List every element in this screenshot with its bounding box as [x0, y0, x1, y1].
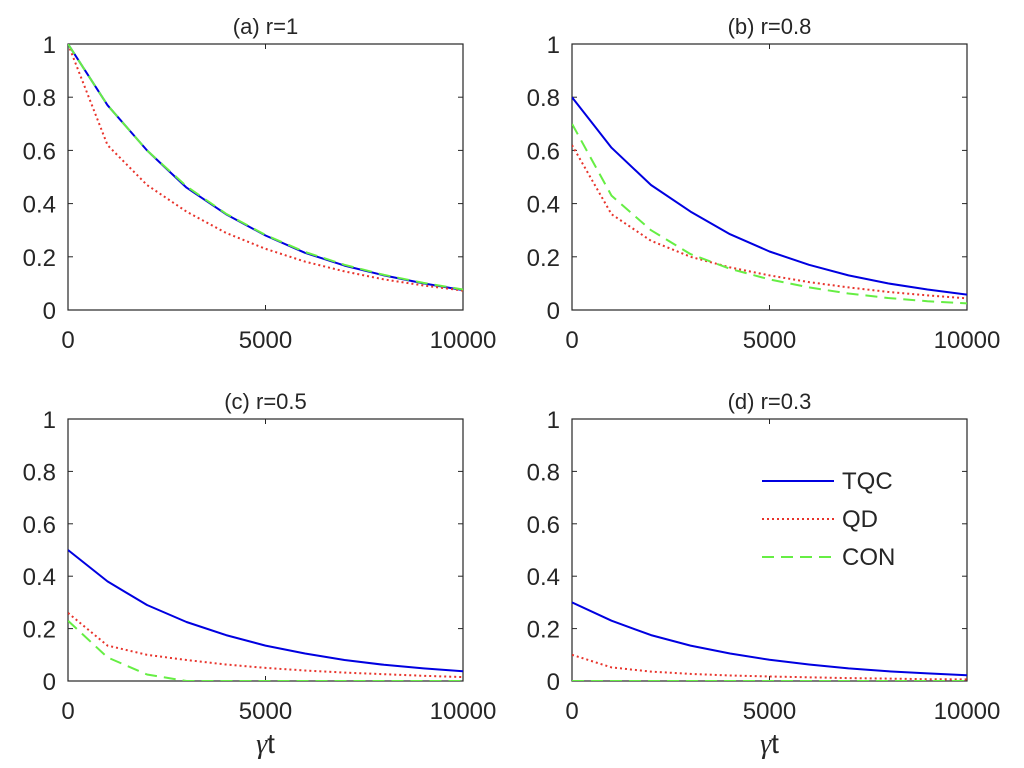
- y-tick-label: 1: [43, 32, 56, 59]
- y-tick-label: 0.2: [23, 245, 56, 272]
- x-tick-label: 5000: [239, 327, 292, 354]
- x-tick-label: 10000: [934, 327, 1001, 354]
- y-tick-label: 1: [547, 32, 560, 59]
- y-tick-label: 0.2: [23, 617, 56, 644]
- subplot-b: 0 5000 10000 0 0.2 0.4 0.6 0.8 1 (b) r=0.8: [527, 14, 1001, 354]
- y-tick-label: 1: [547, 407, 560, 434]
- x-axis-label-var: t: [267, 728, 275, 759]
- axes-frame: [67, 43, 464, 311]
- y-tick-label: 0.2: [527, 617, 560, 644]
- x-axis-label-symbol: γ: [760, 729, 772, 760]
- axes-frame: [67, 418, 464, 682]
- panel-title: (b) r=0.8: [728, 14, 812, 39]
- y-tick-label: 0.8: [527, 459, 560, 486]
- panel-title: (d) r=0.3: [728, 389, 812, 414]
- x-tick-label: 10000: [934, 698, 1001, 725]
- series-line-con: [68, 619, 463, 681]
- y-tick-label: 0.4: [23, 192, 56, 219]
- series-line-tqc: [68, 549, 463, 673]
- series-line-tqc: [572, 96, 967, 296]
- series-line-tqc: [572, 601, 967, 677]
- legend-label-qd: QD: [842, 506, 878, 533]
- x-tick-label: 0: [565, 327, 578, 354]
- series-line-qd: [572, 144, 967, 300]
- x-tick-label: 10000: [430, 698, 497, 725]
- panel-title: (c) r=0.5: [224, 389, 307, 414]
- x-tick-label: 5000: [239, 698, 292, 725]
- y-tick-label: 0.6: [23, 512, 56, 539]
- x-tick-label: 0: [565, 698, 578, 725]
- subplot-c: 0 5000 10000 0 0.2 0.4 0.6 0.8 1 (c) r=0.5 γt: [23, 389, 497, 760]
- x-tick-label: 5000: [743, 698, 796, 725]
- y-tick-label: 0.4: [23, 564, 56, 591]
- y-tick-label: 0: [547, 669, 560, 696]
- x-tick-label: 0: [61, 698, 74, 725]
- series-line-qd: [68, 44, 463, 292]
- y-tick-label: 0: [547, 298, 560, 325]
- y-tick-label: 0: [43, 298, 56, 325]
- y-tick-label: 0.8: [23, 85, 56, 112]
- subplot-a: 0 5000 10000 0 0.2 0.4 0.6 0.8 1 (a) r=1: [23, 14, 497, 354]
- y-tick-label: 0.8: [23, 459, 56, 486]
- series-line-qd: [68, 612, 463, 679]
- x-axis-label-var: t: [771, 728, 779, 759]
- x-tick-label: 5000: [743, 327, 796, 354]
- y-tick-label: 1: [43, 407, 56, 434]
- y-tick-label: 0.8: [527, 85, 560, 112]
- x-tick-label: 0: [61, 327, 74, 354]
- y-tick-label: 0.6: [527, 512, 560, 539]
- x-axis-label-symbol: γ: [256, 729, 268, 760]
- axes-frame: [571, 43, 968, 311]
- subplot-d: 0 5000 10000 0 0.2 0.4 0.6 0.8 1 (d) r=0.3 γt TQC QD…: [527, 389, 1001, 760]
- series-line-qd: [572, 653, 967, 681]
- panel-title: (a) r=1: [233, 14, 298, 39]
- legend-label-con: CON: [842, 544, 895, 571]
- y-tick-label: 0.2: [527, 245, 560, 272]
- x-axis-label: γt: [760, 728, 779, 760]
- y-tick-label: 0: [43, 669, 56, 696]
- y-tick-label: 0.6: [527, 138, 560, 165]
- x-tick-label: 10000: [430, 327, 497, 354]
- series-line-con: [572, 123, 967, 305]
- y-tick-label: 0.4: [527, 564, 560, 591]
- y-tick-label: 0.4: [527, 192, 560, 219]
- legend: TQC QD CON: [762, 468, 895, 571]
- legend-label-tqc: TQC: [842, 468, 893, 495]
- x-axis-label: γt: [256, 728, 275, 760]
- y-tick-label: 0.6: [23, 138, 56, 165]
- axes-frame: [571, 418, 968, 682]
